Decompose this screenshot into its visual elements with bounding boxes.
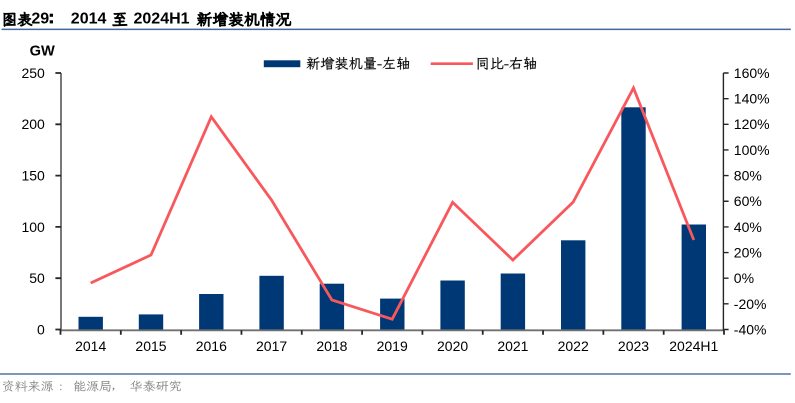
svg-text:100%: 100% [734,142,770,158]
svg-text:0: 0 [37,321,45,337]
svg-text:2018: 2018 [316,338,347,354]
svg-text:160%: 160% [734,65,770,81]
svg-text:2022: 2022 [558,338,589,354]
svg-text:2023: 2023 [618,338,649,354]
svg-text:40%: 40% [734,219,762,235]
svg-text:80%: 80% [734,168,762,184]
svg-text:-40%: -40% [734,321,767,337]
svg-text:2015: 2015 [135,338,166,354]
svg-text:2019: 2019 [377,338,408,354]
svg-text:2016: 2016 [196,338,227,354]
svg-text:250: 250 [21,65,45,81]
svg-text:100: 100 [21,219,45,235]
svg-text:2024H1: 2024H1 [134,11,190,28]
svg-text:200: 200 [21,116,45,132]
svg-text:20%: 20% [734,244,762,260]
svg-text:140%: 140% [734,91,770,107]
svg-text:0%: 0% [734,270,754,286]
svg-text:GW: GW [30,43,55,59]
svg-text:-20%: -20% [734,296,767,312]
svg-text:2021: 2021 [497,338,528,354]
svg-text:2014: 2014 [71,11,107,28]
svg-text:2014: 2014 [75,338,106,354]
svg-text:2017: 2017 [256,338,287,354]
svg-text:150: 150 [21,168,45,184]
svg-text:60%: 60% [734,193,762,209]
svg-text:2024H1: 2024H1 [669,338,718,354]
svg-text:2020: 2020 [437,338,468,354]
svg-text:50: 50 [29,270,45,286]
svg-text:29: 29 [31,11,49,28]
svg-text:120%: 120% [734,116,770,132]
